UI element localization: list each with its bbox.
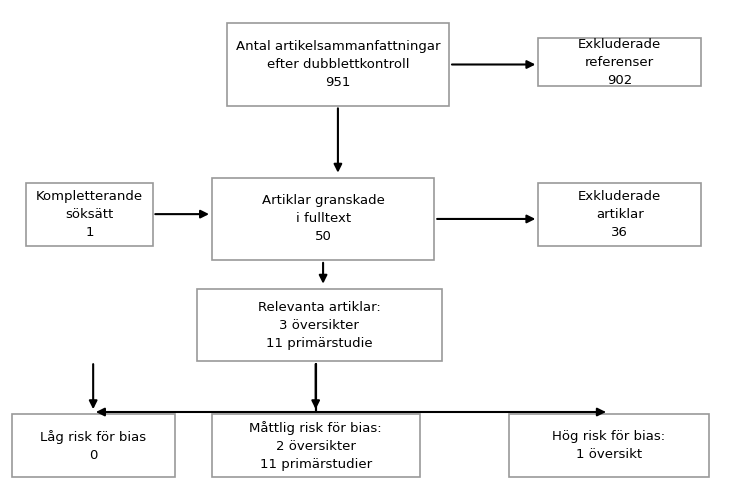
FancyBboxPatch shape — [538, 183, 701, 246]
Text: Hög risk för bias:
1 översikt: Hög risk för bias: 1 översikt — [552, 430, 665, 462]
FancyBboxPatch shape — [211, 414, 419, 477]
Text: Kompletterande
söksätt
1: Kompletterande söksätt 1 — [36, 190, 143, 239]
Text: Artiklar granskade
i fulltext
50: Artiklar granskade i fulltext 50 — [262, 194, 385, 244]
Text: Måttlig risk för bias:
2 översikter
11 primärstudier: Måttlig risk för bias: 2 översikter 11 p… — [249, 421, 382, 471]
FancyBboxPatch shape — [26, 183, 152, 246]
FancyBboxPatch shape — [211, 178, 434, 260]
Text: Antal artikelsammanfattningar
efter dubblettkontroll
951: Antal artikelsammanfattningar efter dubb… — [236, 40, 440, 89]
Text: Exkluderade
artiklar
36: Exkluderade artiklar 36 — [578, 190, 662, 239]
Text: Exkluderade
referenser
902: Exkluderade referenser 902 — [578, 38, 662, 86]
FancyBboxPatch shape — [11, 414, 175, 477]
FancyBboxPatch shape — [538, 38, 701, 86]
FancyBboxPatch shape — [509, 414, 709, 477]
Text: Låg risk för bias
0: Låg risk för bias 0 — [40, 430, 146, 462]
FancyBboxPatch shape — [226, 24, 449, 106]
FancyBboxPatch shape — [197, 289, 442, 361]
Text: Relevanta artiklar:
3 översikter
11 primärstudie: Relevanta artiklar: 3 översikter 11 prim… — [258, 300, 381, 350]
